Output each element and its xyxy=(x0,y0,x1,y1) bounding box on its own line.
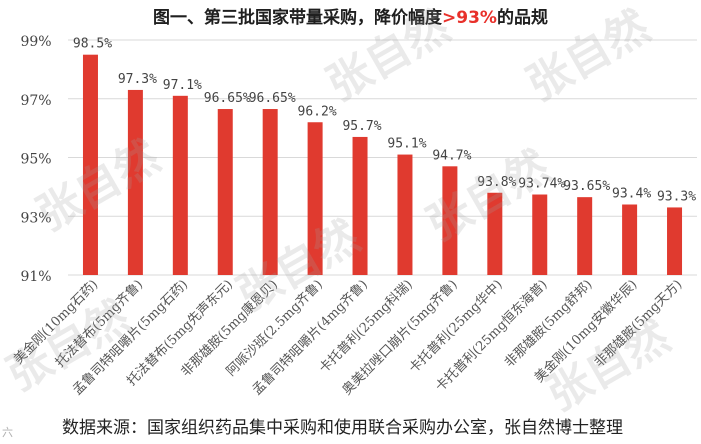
data-label: 95.1% xyxy=(387,137,426,152)
bar xyxy=(262,109,278,275)
y-axis-ticks: 91% 93% 95% 97% 99% xyxy=(20,34,51,285)
data-label: 96.65% xyxy=(249,91,296,106)
x-tick-label: 非那雄胺(5mg天方) xyxy=(591,277,685,371)
data-label: 93.74% xyxy=(518,177,565,192)
bar xyxy=(622,204,638,275)
y-tick-label: 93% xyxy=(20,210,51,226)
y-tick-label: 97% xyxy=(20,93,51,109)
bar xyxy=(172,95,188,275)
bar xyxy=(667,207,683,275)
data-label: 96.65% xyxy=(204,91,251,106)
bar xyxy=(577,197,593,275)
title-suffix: 的品规 xyxy=(496,8,548,28)
data-label: 95.7% xyxy=(342,119,381,134)
bar xyxy=(487,192,503,275)
source-note: 数据来源：国家组织药品集中采购和使用联合采购办公室，张自然博士整理 xyxy=(62,418,623,438)
data-label: 96.2% xyxy=(298,104,337,119)
data-label: 93.3% xyxy=(657,189,696,204)
bar xyxy=(442,166,458,275)
bar xyxy=(127,89,143,275)
title-highlight: >93% xyxy=(442,8,497,28)
y-tick-label: 99% xyxy=(20,34,51,50)
data-label: 93.65% xyxy=(563,179,610,194)
data-labels: 98.5%97.3% 97.1%96.65%96.65%96.2%95.7%95.… xyxy=(73,37,696,205)
data-label: 93.4% xyxy=(612,187,651,202)
corner-logo: 六 xyxy=(2,426,13,439)
bar xyxy=(307,122,323,275)
title-prefix: 图一、第三批国家带量采购，降价幅度 xyxy=(153,8,443,28)
data-label: 93.8% xyxy=(477,175,516,190)
bar xyxy=(217,109,233,275)
bar xyxy=(397,154,413,275)
bars xyxy=(82,54,683,275)
x-tick-label: 非那雄胺(5mg舒邦) xyxy=(502,277,595,370)
chart-title: 图一、第三批国家带量采购，降价幅度>93%的品规 xyxy=(0,3,701,28)
data-label: 97.3% xyxy=(118,72,157,87)
bar xyxy=(352,136,368,275)
y-tick-label: 95% xyxy=(20,152,51,168)
y-tick-label: 91% xyxy=(20,269,51,285)
data-label: 98.5% xyxy=(73,37,112,52)
bar xyxy=(532,194,548,275)
bar xyxy=(82,54,98,275)
data-label: 94.7% xyxy=(432,148,471,163)
x-tick-label: 美金刚(10mg石药) xyxy=(11,277,102,368)
gridlines xyxy=(68,39,697,276)
x-axis-ticks: 美金刚(10mg石药)托法替布(5mg齐鲁)孟鲁司特咀嚼片(5mg石药)托法替布… xyxy=(11,277,686,399)
x-tick-label: 托法替布(5mg齐鲁) xyxy=(52,277,146,371)
data-label: 97.1% xyxy=(163,78,202,93)
